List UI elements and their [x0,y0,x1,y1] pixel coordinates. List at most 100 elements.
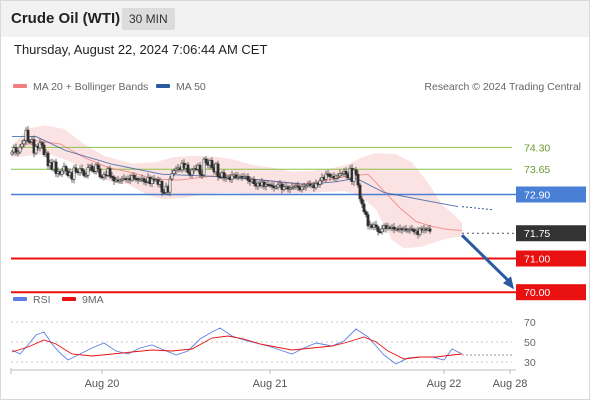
candle [304,185,308,188]
rsi-plot: 70 50 30 [11,317,536,369]
level-label: 71.75 [524,228,550,240]
candle [210,160,214,168]
level-tag [516,284,586,301]
candle [362,203,366,212]
candle [168,178,172,193]
time-axis-label: Aug 28 [493,378,528,390]
candle [138,179,142,182]
candle [72,167,76,180]
candle [336,175,340,178]
candle [308,183,312,186]
level-tag [516,250,586,267]
candle [22,140,26,145]
time-axis: Aug 20 Aug 21 Aug 22 Aug 28 [10,368,528,390]
credit-text: Research © 2024 Trading Central [424,81,581,93]
legend-label-ma50: MA 50 [176,81,206,93]
legend-label-bollinger: MA 20 + Bollinger Bands [33,81,148,93]
candle [160,181,164,193]
candle [274,186,278,189]
candle [392,226,396,230]
level-label: 72.90 [524,189,550,201]
forecast-arrow-head [503,276,514,290]
candle [150,178,154,185]
timestamp: Thursday, August 22, 2024 7:06:44 AM CET [14,42,268,57]
candle [98,168,102,177]
candle [356,173,360,186]
candle [352,169,356,182]
candle [374,224,378,228]
candle [90,165,94,171]
candle [204,158,208,163]
candle [20,143,24,148]
candle [16,151,20,154]
candle [170,173,174,180]
time-axis-label: Aug 22 [427,378,462,390]
candle [26,129,30,142]
candle [428,228,432,232]
candle [230,174,234,180]
candle [324,173,328,180]
rsi-tick-label: 50 [524,337,536,349]
candle [82,170,86,176]
candle [360,198,364,205]
candle [296,185,300,188]
rsi-line [11,327,463,365]
candle [172,170,176,174]
candle [14,147,18,153]
candle [252,179,256,185]
candle [376,226,380,232]
candle [18,146,22,153]
candle [60,170,64,175]
candle [174,168,178,171]
candle [302,186,306,189]
candle [112,176,116,182]
candle [344,170,348,175]
level-label: 70.00 [524,287,550,299]
candle [354,169,358,175]
candle [406,229,410,232]
candle [136,178,140,181]
candle [380,228,384,233]
candle [276,184,280,188]
legend-label-9ma: 9MA [82,294,104,306]
level-label: 74.30 [524,142,550,154]
level-label: 73.65 [524,164,550,176]
candle [318,180,322,185]
level-tag [516,186,586,203]
candle [216,163,220,177]
time-axis-label: Aug 20 [85,378,120,390]
legend-swatch-9ma [62,297,76,301]
legend-label-rsi: RSI [33,294,51,306]
candle [198,164,202,175]
candle [328,173,332,177]
rsi-tick-label: 70 [524,317,536,329]
candle [366,214,370,227]
candle [42,144,46,156]
candle [84,174,88,177]
candle [10,151,14,155]
candle [358,184,362,200]
time-axis-label: Aug 21 [253,378,288,390]
bollinger-band [12,125,462,249]
legend-swatch-rsi [13,297,27,301]
candle [54,161,58,174]
candle [270,184,274,187]
candle [46,152,50,167]
rsi-ma-line [11,335,463,360]
candle [118,179,122,182]
price-plot: 74.30 73.65 72.90 71.75 71.00 70.00 [10,125,586,301]
candle [64,166,68,172]
candle [34,146,38,154]
candle [96,164,100,170]
candle [186,164,190,173]
candle [314,183,318,189]
candle [142,178,146,182]
candle [190,169,194,176]
candle [40,142,44,146]
timeframe-badge[interactable]: 30 MIN [122,8,175,30]
candle [80,168,84,171]
candle [418,228,422,235]
candle [132,174,136,179]
candle [300,186,304,191]
